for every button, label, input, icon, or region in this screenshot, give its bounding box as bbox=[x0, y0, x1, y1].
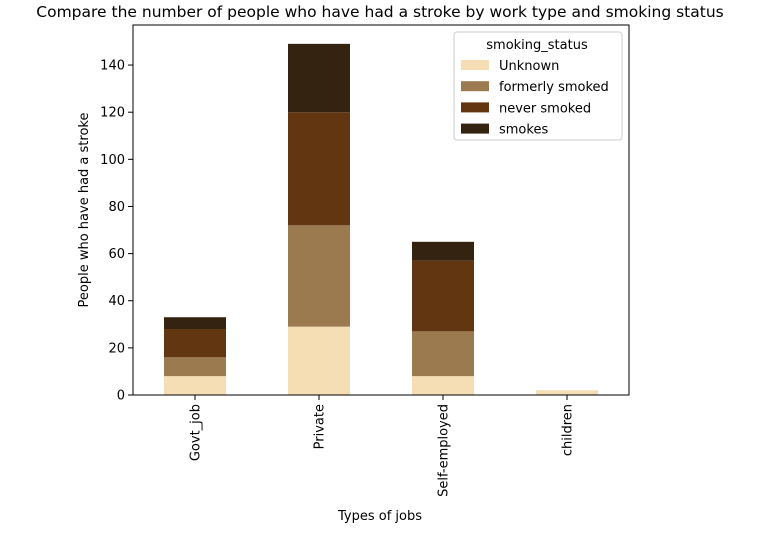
legend-swatch bbox=[461, 81, 489, 92]
bar-segment bbox=[412, 331, 474, 377]
x-axis: Govt_job Private Self-employed children bbox=[189, 395, 576, 497]
x-tick-label: Govt_job bbox=[189, 404, 204, 461]
y-tick-label: 100 bbox=[100, 153, 125, 168]
y-tick-label: 140 bbox=[100, 59, 125, 74]
x-tick-label: Self-employed bbox=[437, 404, 452, 497]
bar-segment bbox=[412, 376, 474, 395]
legend-swatch bbox=[461, 60, 489, 70]
chart-title: Compare the number of people who have ha… bbox=[36, 3, 723, 21]
y-tick-label: 40 bbox=[108, 294, 125, 309]
legend-title: smoking_status bbox=[486, 38, 588, 53]
legend: smoking_status Unknown formerly smoked nev… bbox=[453, 31, 623, 141]
y-tick-label: 120 bbox=[100, 106, 125, 121]
bar-segment bbox=[288, 225, 350, 327]
legend-entry-label: never smoked bbox=[499, 101, 591, 116]
bar-segment bbox=[164, 357, 226, 377]
legend-entry-label: smokes bbox=[499, 123, 548, 138]
x-axis-label: Types of jobs bbox=[337, 509, 422, 524]
y-tick-label: 60 bbox=[108, 247, 125, 262]
bar-segment bbox=[412, 241, 474, 261]
bar-segment bbox=[288, 43, 350, 113]
legend-entry-label: formerly smoked bbox=[499, 80, 609, 95]
bar-segment bbox=[412, 260, 474, 332]
bar-segment bbox=[164, 376, 226, 395]
plot-frame bbox=[132, 24, 630, 396]
y-tick-label: 20 bbox=[108, 341, 125, 356]
legend-swatch bbox=[461, 123, 489, 134]
legend-entry-label: Unknown bbox=[499, 59, 559, 74]
bar-segment bbox=[288, 326, 350, 395]
legend-swatch bbox=[461, 102, 489, 113]
legend-frame bbox=[453, 31, 623, 141]
bar-segment bbox=[164, 317, 226, 330]
y-axis: 0 20 40 60 80 100 120 140 bbox=[100, 59, 133, 404]
bar-segment bbox=[288, 112, 350, 226]
y-tick-label: 0 bbox=[117, 389, 125, 404]
x-tick-label: children bbox=[561, 404, 576, 456]
y-tick-label: 80 bbox=[108, 200, 125, 215]
y-axis-label: People who have had a stroke bbox=[77, 113, 92, 308]
x-tick-label: Private bbox=[313, 404, 328, 449]
bar-segment bbox=[164, 329, 226, 358]
bars-group bbox=[164, 43, 598, 395]
bar-segment bbox=[536, 390, 598, 395]
